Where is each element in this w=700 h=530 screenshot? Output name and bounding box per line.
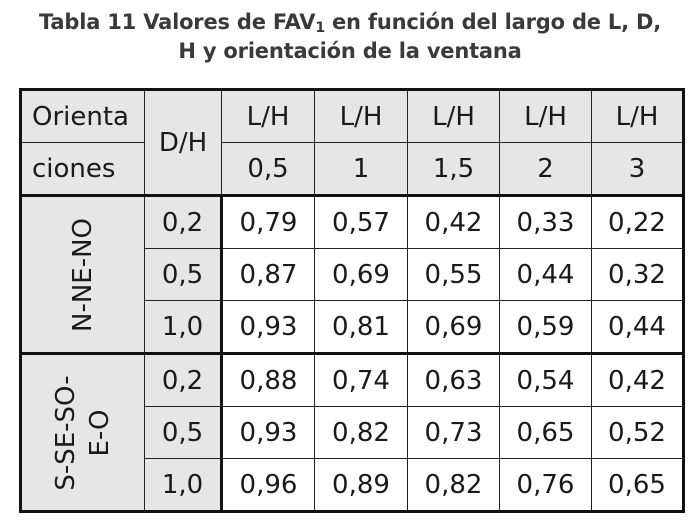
- fav-value: 0,44: [499, 248, 592, 301]
- fav-value: 0,63: [407, 352, 500, 407]
- header-lh-value: 1,5: [407, 142, 500, 196]
- caption-suffix: en función del largo de L, D,: [324, 10, 662, 34]
- fav-value: 0,55: [407, 248, 500, 301]
- fav-value: 0,89: [314, 458, 408, 512]
- fav-table: Orienta D/H L/H L/H L/H L/H L/H ciones 0…: [19, 88, 685, 513]
- fav-value: 0,42: [407, 194, 500, 249]
- orientation-label-south: S-SE-SO- E-O: [49, 375, 117, 490]
- table-caption: Tabla 11 Valores de FAV1 en función del …: [0, 8, 700, 66]
- header-row-2: ciones 0,5 1 1,5 2 3: [20, 142, 684, 196]
- table-row: 0,5 0,87 0,69 0,55 0,44 0,32: [21, 248, 684, 301]
- fav-value: 0,42: [591, 352, 684, 407]
- fav-value: 0,93: [220, 300, 315, 354]
- header-lh-label: L/H: [499, 89, 592, 143]
- table-row: N-NE-NO 0,2 0,79 0,57 0,42 0,33 0,22: [20, 194, 684, 354]
- fav-value: 0,88: [220, 352, 315, 407]
- dh-value: 0,5: [144, 248, 222, 301]
- dh-value: 0,2: [144, 352, 222, 407]
- header-orientaciones-bottom: ciones: [20, 142, 145, 196]
- header-lh-value: 2: [499, 142, 592, 196]
- table-row: 1,0 0,96 0,89 0,82 0,76 0,65: [21, 458, 684, 512]
- fav-value: 0,65: [499, 406, 592, 459]
- table-row: 1,0 0,93 0,81 0,69 0,59 0,44: [21, 300, 684, 354]
- fav-value: 0,33: [499, 194, 592, 249]
- table-row: S-SE-SO- E-O 0,2 0,88 0,74 0,63 0,54 0,4…: [20, 352, 684, 512]
- fav-value: 0,93: [220, 406, 315, 459]
- header-lh-value: 1: [314, 142, 408, 196]
- header-lh-value: 0,5: [221, 142, 315, 196]
- fav-value: 0,76: [499, 458, 592, 512]
- header-lh-label: L/H: [221, 89, 315, 143]
- fav-value: 0,82: [314, 406, 408, 459]
- fav-value: 0,52: [591, 406, 684, 459]
- fav-value: 0,87: [220, 248, 315, 301]
- fav-value: 0,44: [591, 300, 684, 354]
- dh-value: 1,0: [144, 458, 222, 512]
- orientation-text: E-O: [85, 409, 115, 456]
- fav-value: 0,59: [499, 300, 592, 354]
- dh-value: 0,5: [144, 406, 222, 459]
- orientation-cell-south: S-SE-SO- E-O: [20, 352, 145, 512]
- header-dh: D/H: [144, 89, 222, 196]
- header-lh-label: L/H: [591, 89, 684, 143]
- header-lh-label: L/H: [314, 89, 408, 143]
- caption-line-2: H y orientación de la ventana: [178, 39, 522, 63]
- fav-value: 0,79: [220, 194, 315, 249]
- header-lh-label: L/H: [407, 89, 500, 143]
- fav-value: 0,74: [314, 352, 408, 407]
- header-row-1: Orienta D/H L/H L/H L/H L/H L/H: [20, 89, 684, 196]
- fav-value: 0,69: [314, 248, 408, 301]
- fav-value: 0,96: [220, 458, 315, 512]
- header-orientaciones-top: Orienta: [20, 89, 145, 143]
- caption-subscript: 1: [315, 20, 325, 36]
- dh-value: 0,2: [144, 194, 222, 249]
- caption-line-1: Tabla 11 Valores de FAV1 en función del …: [0, 8, 700, 37]
- fav-value: 0,81: [314, 300, 408, 354]
- fav-value: 0,54: [499, 352, 592, 407]
- fav-value: 0,32: [591, 248, 684, 301]
- fav-value: 0,22: [591, 194, 684, 249]
- orientation-label-north: N-NE-NO: [66, 217, 100, 331]
- header-lh-value: 3: [591, 142, 684, 196]
- fav-value: 0,65: [591, 458, 684, 512]
- fav-value: 0,82: [407, 458, 500, 512]
- fav-value: 0,69: [407, 300, 500, 354]
- dh-value: 1,0: [144, 300, 222, 354]
- orientation-text: N-NE-NO: [68, 217, 98, 332]
- fav-value: 0,73: [407, 406, 500, 459]
- fav-value: 0,57: [314, 194, 408, 249]
- orientation-cell-north: N-NE-NO: [20, 194, 145, 354]
- orientation-text: S-SE-SO-: [51, 374, 81, 491]
- caption-prefix: Tabla 11 Valores de FAV: [38, 10, 316, 34]
